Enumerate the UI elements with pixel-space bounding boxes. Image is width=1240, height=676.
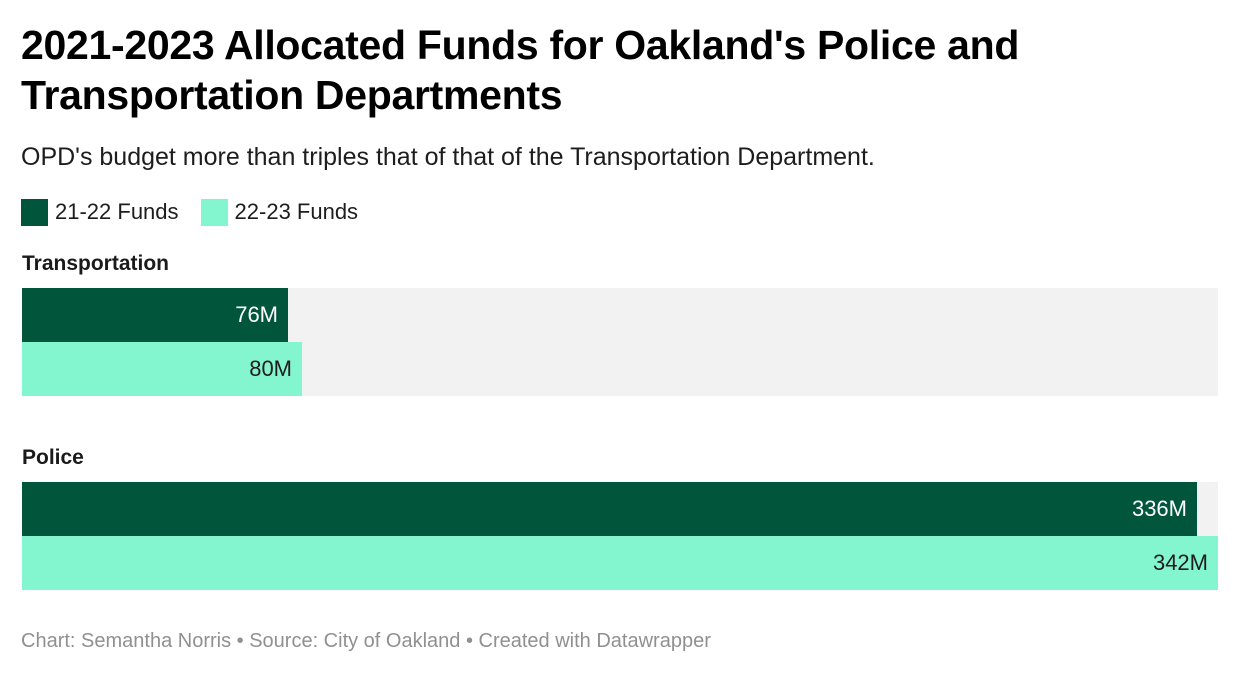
category-label-police: Police (22, 446, 84, 469)
bar-value-label-police-21-22: 336M (1131, 496, 1187, 521)
legend-label-22-23: 22-23 Funds (234, 199, 359, 224)
bar-track-police: 336M 342M (22, 482, 1218, 590)
bar-transportation-22-23 (22, 342, 302, 396)
bar-transportation-21-22 (22, 288, 288, 342)
bar-value-label-transportation-22-23: 80M (249, 356, 292, 381)
bar-track-transportation: 76M 80M (22, 288, 1218, 396)
bar-police-22-23 (22, 536, 1218, 590)
chart-subtitle: OPD's budget more than triples that of t… (21, 143, 875, 171)
legend-label-21-22: 21-22 Funds (55, 199, 179, 224)
category-label-transportation: Transportation (22, 252, 170, 275)
bar-police-21-22 (22, 482, 1197, 536)
bar-value-label-transportation-21-22: 76M (235, 302, 278, 327)
legend-item-22-23: 22-23 Funds (200, 198, 359, 226)
legend-swatch-21-22 (21, 198, 48, 226)
chart-title: 2021-2023 Allocated Funds for Oakland's … (21, 22, 1020, 118)
bar-value-label-police-22-23: 342M (1152, 550, 1208, 575)
chart-footer: Chart: Semantha Norris • Source: City of… (21, 630, 711, 652)
legend-item-21-22: 21-22 Funds (21, 198, 179, 226)
legend-swatch-22-23 (200, 198, 228, 226)
legend: 21-22 Funds 22-23 Funds (21, 198, 380, 226)
